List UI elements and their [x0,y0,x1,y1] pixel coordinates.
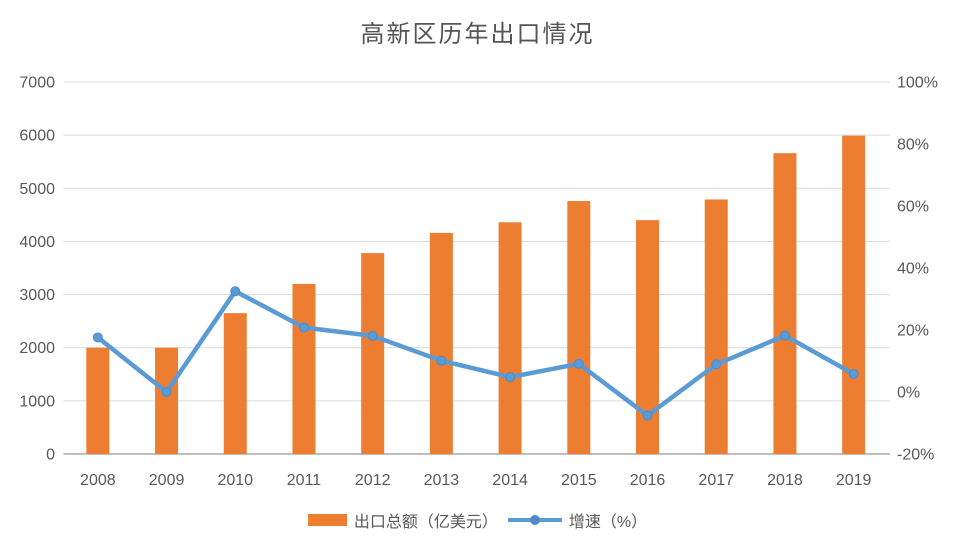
line-marker-dot-icon [529,515,540,525]
line-series-swatch-icon [507,515,562,525]
y-axis-label-left: 1000 [19,393,55,410]
growth-marker [298,322,309,333]
export-bar [773,153,797,454]
legend-item-exports: 出口总额（亿美元） [307,508,498,532]
y-axis-label-right: 20% [897,323,929,340]
y-axis-label-left: 0 [46,447,55,464]
export-bar [86,347,110,454]
x-axis-label: 2014 [492,472,528,489]
legend: 出口总额（亿美元） 增速（%） [0,508,955,532]
y-axis-label-left: 2000 [19,340,55,357]
export-bar [636,220,660,454]
growth-marker [367,330,378,341]
growth-marker [92,332,103,343]
growth-marker [230,286,241,297]
growth-marker [848,369,859,380]
growth-marker [711,359,722,370]
growth-marker [573,358,584,369]
x-axis-label: 2011 [287,472,322,489]
y-axis-label-left: 6000 [19,128,55,145]
export-bar [704,199,728,454]
y-axis-label-left: 5000 [19,181,55,198]
y-axis-label-left: 4000 [19,234,55,251]
x-axis-label: 2010 [217,472,253,489]
x-axis-label: 2015 [561,472,597,489]
x-axis-label: 2016 [630,472,666,489]
x-axis-label: 2019 [836,472,872,489]
bar-series-swatch-icon [307,514,347,526]
growth-marker [779,330,790,341]
growth-marker [642,410,653,421]
growth-marker [505,372,516,383]
legend-item-growth: 增速（%） [507,508,648,532]
y-axis-label-right: 100% [897,75,938,92]
growth-line [95,289,856,418]
export-bar [155,347,179,454]
x-axis-label: 2012 [355,472,391,489]
y-axis-label-right: 0% [897,385,920,402]
y-axis-label-left: 3000 [19,287,55,304]
export-bar [429,232,453,454]
y-axis-label-left: 7000 [19,75,55,92]
export-bar [567,201,591,454]
export-bar [292,283,316,454]
x-axis-label: 2013 [424,472,460,489]
growth-marker [436,355,447,366]
chart-title: 高新区历年出口情况 [360,20,595,48]
export-bar [361,253,385,454]
y-axis-label-right: 60% [897,199,929,216]
x-axis-label: 2008 [80,472,116,489]
x-axis-label: 2018 [767,472,803,489]
y-axis-label-right: 40% [897,261,929,278]
x-axis-label: 2017 [698,472,734,489]
growth-marker [161,387,172,397]
legend-label-exports: 出口总额（亿美元） [353,514,498,531]
legend-label-growth: 增速（%） [568,514,648,531]
export-bar [223,313,247,454]
y-axis-label-right: 80% [897,137,929,154]
export-bar [842,135,866,454]
x-axis-label: 2009 [149,472,185,489]
export-bar [498,222,522,454]
y-axis-label-right: -20% [897,447,934,464]
